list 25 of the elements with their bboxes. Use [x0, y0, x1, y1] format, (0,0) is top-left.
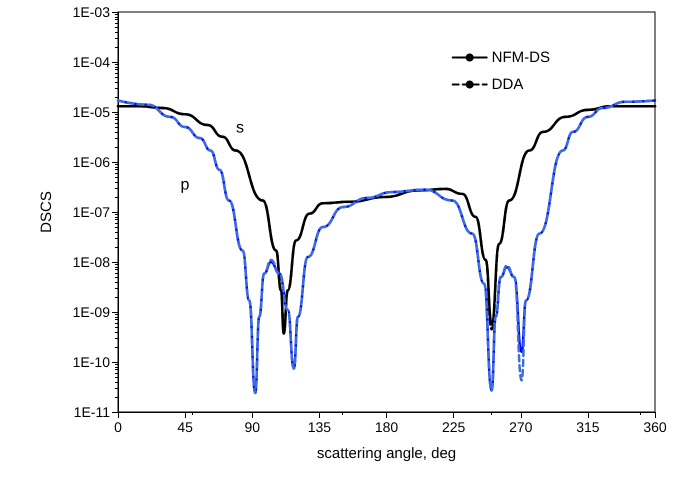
- legend-label: DDA: [492, 76, 524, 93]
- y-axis-title: DSCS: [38, 191, 55, 233]
- annotation: p: [180, 176, 190, 194]
- y-tick-label: 1E-04: [72, 54, 110, 70]
- x-tick-label: 90: [244, 419, 260, 435]
- y-tick-label: 1E-07: [72, 204, 110, 220]
- x-tick-label: 360: [643, 419, 667, 435]
- x-tick-label: 270: [509, 419, 533, 435]
- annotation: s: [236, 120, 244, 136]
- line-series: [116, 99, 656, 394]
- y-tick-label: 1E-05: [72, 104, 110, 120]
- x-tick-label: 180: [374, 419, 398, 435]
- y-tick-label: 1E-09: [72, 304, 110, 320]
- x-tick-label: 225: [442, 419, 466, 435]
- x-tick-label: 45: [177, 419, 194, 435]
- y-tick-label: 1E-03: [72, 4, 110, 20]
- x-tick-label: 315: [576, 419, 600, 435]
- y-tick-label: 1E-10: [72, 354, 110, 370]
- x-tick-label: 0: [114, 419, 122, 435]
- y-tick-label: 1E-11: [74, 404, 110, 420]
- legend-label: NFM-DS: [492, 49, 550, 66]
- x-tick-label: 135: [308, 419, 332, 435]
- x-axis-title: scattering angle, deg: [316, 445, 456, 462]
- y-tick-label: 1E-08: [72, 254, 110, 270]
- y-tick-label: 1E-06: [72, 154, 110, 170]
